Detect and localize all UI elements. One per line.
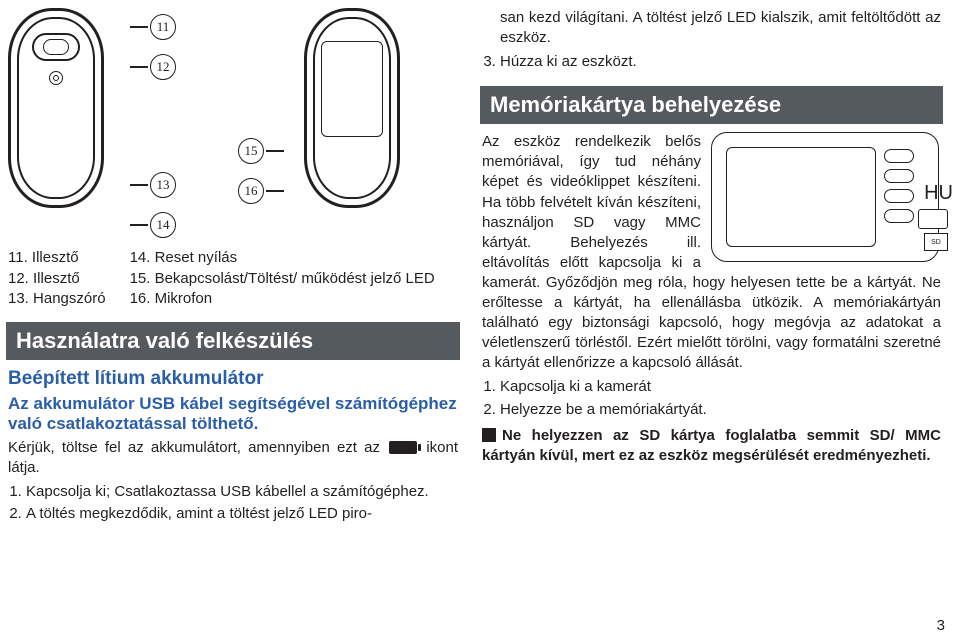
callout-number: 11 <box>150 14 176 40</box>
battery-icon <box>389 441 417 454</box>
callout-number: 12 <box>150 54 176 80</box>
callout-number: 14 <box>150 212 176 238</box>
legend-item: 13. Hangszóró <box>8 289 106 309</box>
warning-text: Ne helyezzen az SD kártya foglalatba sem… <box>482 427 941 464</box>
subheading: Beépített lítium akkumulátor <box>8 368 458 390</box>
callout-group-left: 11 12 13 14 <box>130 8 176 238</box>
sd-card-icon: SD <box>924 233 948 251</box>
callout-group-right: 15 16 <box>238 8 284 238</box>
callout-number: 15 <box>238 138 264 164</box>
device-back <box>304 8 400 208</box>
device-front <box>8 8 104 208</box>
section-heading: Használatra való felkészülés <box>6 322 460 360</box>
device-diagrams: 11 12 13 14 15 16 <box>8 8 458 238</box>
memory-card-figure: SD <box>711 132 941 262</box>
list-item: Helyezze be a memóriakártyát. <box>500 400 941 420</box>
body-text: san kezd világítani. A töltést jelző LED… <box>482 8 941 72</box>
body-text: SD Az eszköz rendelkezik belős memóriáva… <box>482 132 941 466</box>
list-item: Kapcsolja ki a kamerát <box>500 377 941 397</box>
section-heading: Memóriakártya behelyezése <box>480 86 943 124</box>
list-item: A töltés megkezdődik, amint a töltést je… <box>26 504 458 524</box>
continuation-text: san kezd világítani. A töltést jelző LED… <box>482 8 941 48</box>
language-tag: HU <box>924 182 953 205</box>
list-item: Húzza ki az eszközt. <box>500 52 941 72</box>
body-text: Kérjük, töltse fel az akkumulátort, amen… <box>8 438 458 524</box>
legend-item: 12. Illesztő <box>8 269 106 289</box>
callout-number: 16 <box>238 178 264 204</box>
text: Kérjük, töltse fel az akkumulátort, amen… <box>8 439 380 456</box>
page-number: 3 <box>937 617 945 634</box>
list-item: Kapcsolja ki; Csatlakoztassa USB kábelle… <box>26 482 458 502</box>
sub-subheading: Az akkumulátor USB kábel segítségével sz… <box>8 394 458 434</box>
callout-number: 13 <box>150 172 176 198</box>
legend-item: 11. Illesztő <box>8 248 106 268</box>
legend-item: 16. Mikrofon <box>130 289 435 309</box>
warning-bullet-icon <box>482 428 496 442</box>
legend-item: 15. Bekapcsolást/Töltést/ működést jelző… <box>130 269 435 289</box>
legend-item: 14. Reset nyílás <box>130 248 435 268</box>
legend: 11. Illesztő 12. Illesztő 13. Hangszóró … <box>8 248 458 310</box>
